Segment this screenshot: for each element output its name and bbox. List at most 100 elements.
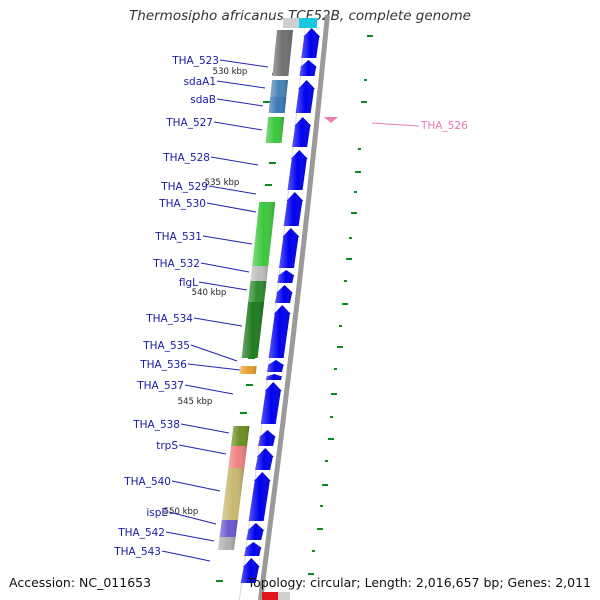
highlight-label: THA_526	[420, 120, 468, 132]
highlight-marker-icon	[324, 117, 338, 123]
gene-label: sdaB	[190, 94, 216, 106]
cds-arrow-shading	[240, 558, 260, 583]
label-leader-line	[193, 317, 243, 327]
cds-arrow-shading	[268, 305, 291, 358]
outer-tick	[334, 368, 337, 370]
accession-text: Accession: NC_011653	[9, 575, 152, 590]
cog-block-shading	[239, 366, 257, 374]
scale-tick	[263, 101, 270, 103]
outer-tick	[317, 528, 323, 530]
gene-label: ispE	[146, 507, 168, 519]
outer-tick	[308, 573, 314, 575]
outer-tick	[337, 346, 343, 348]
outer-tick	[312, 550, 315, 552]
gene-label: THA_543	[113, 546, 161, 558]
gene-label: THA_531	[154, 231, 202, 243]
label-leader-line	[187, 363, 241, 371]
outer-tick	[364, 79, 367, 81]
gene-label: THA_537	[136, 380, 184, 392]
outer-tick	[351, 212, 357, 214]
label-leader-line	[165, 531, 215, 542]
gene-label: flgL	[179, 277, 198, 289]
cds-arrow-shading	[258, 430, 276, 446]
cog-block-shading	[250, 266, 269, 281]
map-title: Thermosipho africanus TCF52B, complete g…	[129, 8, 471, 24]
gene-label: THA_532	[152, 258, 200, 270]
label-leader-line	[202, 235, 253, 245]
kbp-tick-label: 550 kbp	[164, 507, 199, 517]
cds-arrow-shading	[275, 285, 294, 303]
label-leader-line	[168, 511, 217, 525]
outer-tick	[355, 171, 361, 173]
kbp-tick-label: 540 kbp	[192, 288, 227, 298]
outer-tick	[320, 505, 323, 507]
cds-arrow-shading	[244, 542, 262, 556]
outer-tick	[361, 101, 367, 103]
fragment-top-cyan	[299, 18, 317, 28]
cog-block-shading	[272, 30, 293, 76]
cds-arrow-shading	[248, 472, 271, 521]
gene-label: THA_527	[165, 117, 213, 129]
outer-tick	[344, 280, 347, 282]
fragment-bottom-grey	[278, 592, 290, 600]
cds-arrow-shading	[265, 374, 283, 380]
label-leader-line	[208, 185, 257, 195]
cog-block-shading	[265, 117, 285, 143]
gene-label: trpS	[156, 440, 178, 452]
label-leader-line	[184, 384, 234, 395]
gene-label: THA_528	[162, 152, 210, 164]
cog-block-shading	[231, 426, 250, 446]
outer-tick	[342, 303, 348, 305]
outer-tick	[330, 416, 333, 418]
kbp-tick-label: 545 kbp	[178, 397, 213, 407]
cds-arrow-shading	[266, 360, 285, 372]
gene-label: THA_540	[123, 476, 171, 488]
outer-tick	[328, 438, 334, 440]
label-leader-line	[216, 80, 266, 89]
cog-block-shading	[219, 520, 238, 537]
cds-arrow-shading	[292, 117, 312, 147]
label-leader-line	[206, 202, 257, 213]
scale-tick	[216, 580, 223, 582]
label-leader-line	[171, 480, 221, 492]
cog-block-shading	[268, 97, 287, 113]
gene-label: THA_523	[171, 55, 219, 67]
label-leader-line	[178, 444, 227, 455]
outer-tick	[339, 325, 342, 327]
gene-label: THA_538	[132, 419, 180, 431]
label-leader-line	[200, 262, 250, 273]
cog-block-shading	[217, 537, 236, 550]
cds-arrow-shading	[301, 28, 321, 58]
label-leader-line	[213, 121, 263, 131]
cds-arrow-shading	[287, 150, 308, 190]
outer-tick	[322, 484, 328, 486]
scale-tick	[269, 162, 276, 164]
gene-label: THA_534	[145, 313, 193, 325]
scale-tick	[240, 412, 247, 414]
cog-block-shading	[252, 202, 276, 266]
fragment-bottom-red	[262, 592, 278, 600]
outer-tick	[367, 35, 373, 37]
fragment-top-grey	[283, 18, 299, 28]
scale-tick	[246, 384, 253, 386]
gene-label: THA_530	[158, 198, 206, 210]
label-leader-line	[210, 156, 259, 166]
gene-label: THA_542	[117, 527, 165, 539]
backbone-shadow	[257, 14, 330, 600]
cog-block-shading	[228, 446, 248, 468]
label-leader-line	[198, 281, 248, 291]
kbp-tick-label: 535 kbp	[205, 178, 240, 188]
cog-block-shading	[241, 302, 265, 358]
outer-tick	[325, 460, 328, 462]
kbp-tick-label: 530 kbp	[213, 67, 248, 77]
outer-tick	[346, 258, 352, 260]
cog-block-shading	[221, 468, 245, 520]
cds-arrow-shading	[295, 80, 316, 113]
cds-arrow-shading	[278, 228, 300, 268]
outer-tick	[354, 191, 357, 193]
label-leader-line	[219, 59, 269, 68]
gene-label: THA_535	[142, 340, 190, 352]
gene-label: sdaA1	[184, 76, 216, 88]
